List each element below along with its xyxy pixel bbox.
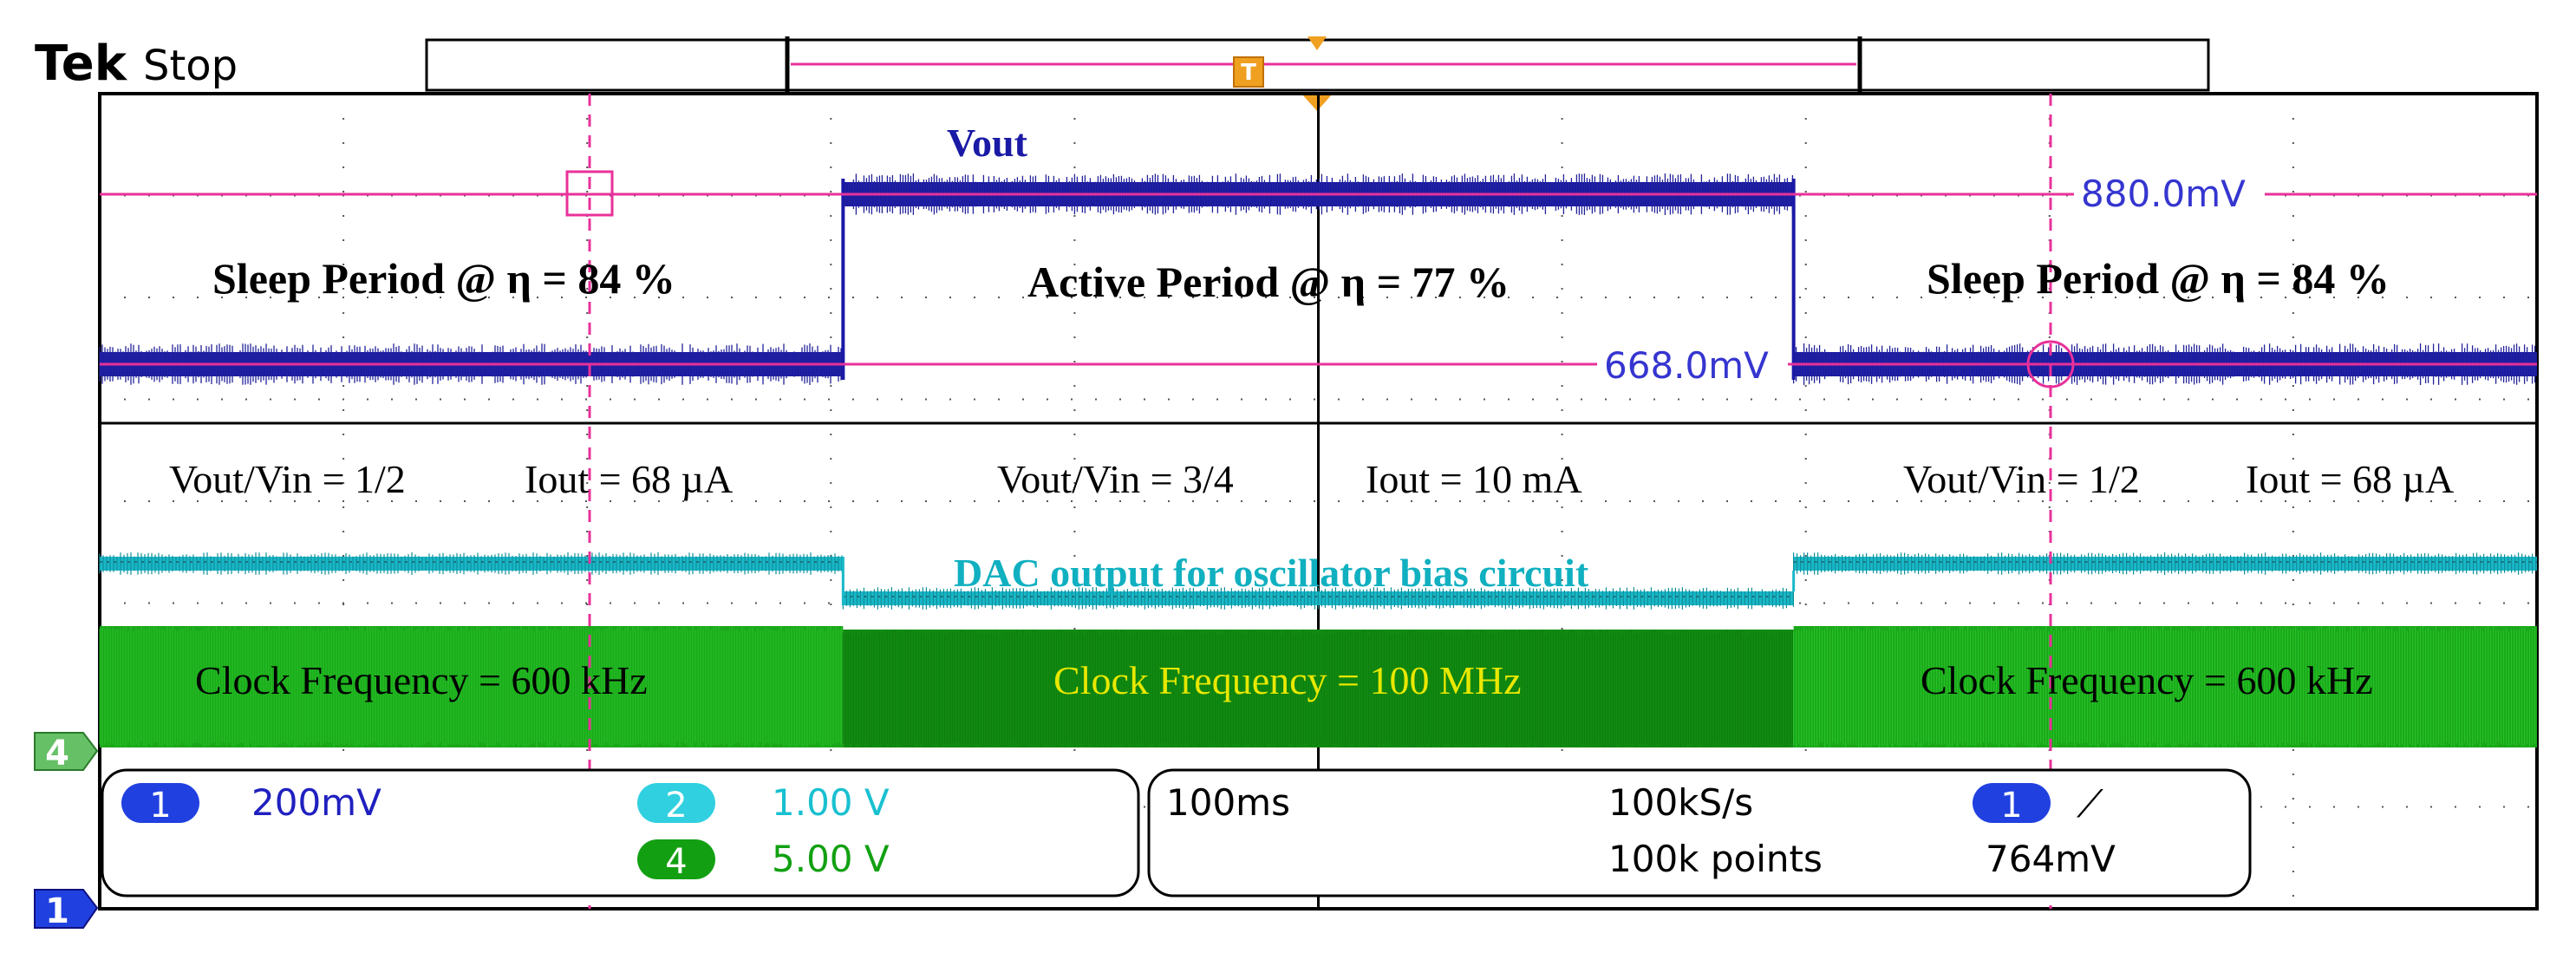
label-clock-mid: Clock Frequency = 100 MHz [1053, 658, 1522, 702]
ch2-trace-segment [100, 557, 844, 571]
cursor-readout-high: 880.0mV [2081, 173, 2246, 215]
ch2-trace-noise [1793, 552, 2537, 575]
trigger-slope-icon: ⟋ [2077, 782, 2103, 826]
ch2-scale: 1.00 V [772, 781, 890, 824]
ch4-clock-texture [1793, 626, 2536, 747]
label-ratio-right: Vout/Vin = 1/2 [1903, 457, 2140, 501]
svg-text:2: 2 [665, 786, 687, 826]
ch4-clock-texture [99, 626, 842, 747]
label-iout-right: Iout = 68 µA [2246, 457, 2454, 501]
cursor-box-marker [565, 170, 614, 217]
label-active: Active Period @ η = 77 % [1027, 258, 1510, 306]
ch2-badge[interactable]: 2 [637, 783, 715, 826]
cursor-readout-low: 668.0mV [1604, 344, 1769, 387]
svg-text:4: 4 [45, 734, 69, 773]
sample-rate: 100kS/s [1608, 781, 1753, 824]
svg-text:1: 1 [45, 891, 69, 931]
record-length: 100k points [1608, 838, 1823, 880]
timebase: 100ms [1166, 781, 1290, 824]
ch4-badge[interactable]: 4 [637, 839, 715, 882]
ch1-ground-marker[interactable]: 1 [34, 889, 99, 931]
run-state: Stop [143, 42, 238, 90]
svg-text:1: 1 [2000, 786, 2022, 826]
trigger-level: 764mV [1986, 838, 2116, 880]
ch4-scale: 5.00 V [772, 838, 890, 880]
trigger-source-badge[interactable]: 1 [1973, 783, 2051, 826]
label-iout-left: Iout = 68 µA [525, 457, 733, 501]
svg-text:1: 1 [149, 786, 171, 826]
label-vout: Vout [947, 121, 1028, 165]
ch2-trace-segment [1793, 557, 2537, 571]
brand-logo: Tek [35, 36, 128, 92]
ch2-trace-noise [99, 552, 843, 575]
label-dac: DAC output for oscillator bias circuit [954, 551, 1589, 595]
svg-text:T: T [1241, 60, 1256, 86]
svg-text:4: 4 [665, 842, 687, 882]
ch1-badge[interactable]: 1 [121, 783, 199, 826]
label-clock-right: Clock Frequency = 600 kHz [1921, 658, 2373, 702]
label-clock-left: Clock Frequency = 600 kHz [195, 658, 648, 702]
ch1-scale: 200mV [251, 781, 382, 824]
label-ratio-left: Vout/Vin = 1/2 [169, 457, 406, 501]
label-ratio-mid: Vout/Vin = 3/4 [997, 457, 1234, 501]
label-iout-mid: Iout = 10 mA [1366, 457, 1582, 501]
trigger-position-icon: T [1233, 36, 1333, 111]
cursor-circle-marker [2026, 340, 2075, 388]
plot-frame [98, 92, 2539, 911]
label-sleep-right: Sleep Period @ η = 84 % [1927, 254, 2390, 303]
ch4-clock-texture [842, 630, 1793, 747]
ch4-ground-marker[interactable]: 4 [34, 732, 99, 773]
label-sleep-left: Sleep Period @ η = 84 % [212, 254, 675, 303]
channel-readout-panel [101, 768, 1140, 898]
